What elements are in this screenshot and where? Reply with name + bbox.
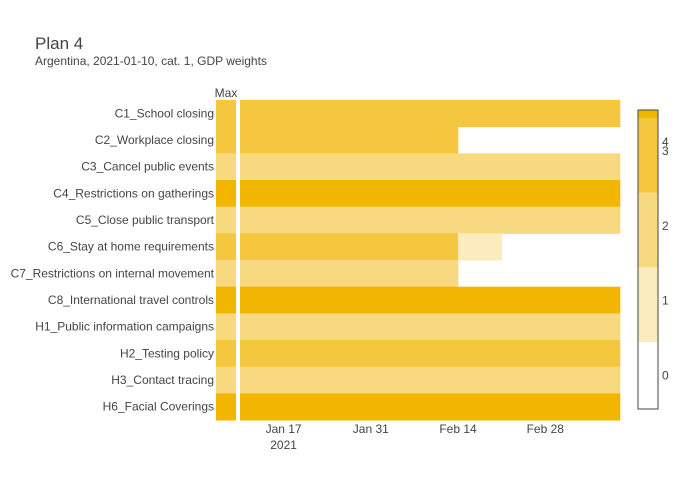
max-cell: [216, 126, 236, 154]
heatmap-cell: [240, 206, 621, 234]
max-cell: [216, 206, 236, 234]
x-tick-label: Jan 17: [266, 422, 302, 436]
heatmap-cell: [240, 126, 459, 154]
colorbar-tick-label: 0: [662, 368, 669, 382]
x-axis: Jan 17 Jan 31 Feb 14 Feb 28 2021: [266, 422, 565, 452]
row-label: C7_Restrictions on internal movement: [11, 266, 215, 280]
heatmap-cell: [240, 393, 621, 421]
row-label: C4_Restrictions on gatherings: [53, 186, 214, 200]
x-tick-label: Feb 14: [439, 422, 477, 436]
max-cell: [216, 340, 236, 368]
colorbar-band: [638, 192, 658, 268]
max-cell: [216, 286, 236, 314]
row-label: C1_School closing: [115, 106, 214, 120]
x-tick-label: Jan 31: [353, 422, 389, 436]
row-label: C8_International travel controls: [48, 293, 214, 307]
row-labels: C1_School closing C2_Workplace closing C3_…: [11, 106, 215, 413]
row-label: H3_Contact tracing: [111, 373, 214, 387]
max-column-label: Max: [215, 86, 238, 100]
heatmap-cell: [240, 260, 459, 288]
chart-title: Plan 4: [35, 34, 84, 53]
colorbar-tick-label: 4: [662, 135, 669, 149]
x-year-label: 2021: [270, 438, 297, 452]
heatmap-cell: [240, 180, 621, 208]
heatmap-cell: [240, 233, 459, 261]
heatmap-cell: [458, 233, 502, 261]
row-label: C5_Close public transport: [76, 213, 215, 227]
max-cell: [216, 180, 236, 208]
x-tick-label: Feb 28: [527, 422, 565, 436]
max-cell: [216, 260, 236, 288]
row-label: C3_Cancel public events: [81, 160, 214, 174]
colorbar-band: [638, 117, 658, 193]
heatmap-cell: [240, 286, 621, 314]
colorbar-band: [638, 266, 658, 343]
max-column: Max: [215, 86, 238, 421]
heatmap-cell: [240, 153, 621, 181]
colorbar-tick-label: 2: [662, 219, 669, 233]
max-cell: [216, 153, 236, 181]
max-cell: [216, 366, 236, 394]
row-label: C2_Workplace closing: [95, 133, 214, 147]
max-cell: [216, 313, 236, 341]
chart-subtitle: Argentina, 2021-01-10, cat. 1, GDP weigh…: [35, 54, 267, 68]
colorbar-band: [638, 341, 658, 410]
row-label: H6_Facial Coverings: [103, 400, 214, 414]
row-label: H1_Public information campaigns: [35, 320, 214, 334]
heatmap-cell: [240, 340, 621, 368]
colorbar-tick-label: 1: [662, 294, 669, 308]
heatmap-cell: [240, 100, 621, 128]
colorbar-tick-label: 3: [662, 144, 669, 158]
colorbar-band: [638, 110, 658, 118]
max-cell: [216, 100, 236, 128]
heatmap-cell: [240, 366, 621, 394]
heatmap-cells: [240, 100, 621, 421]
heatmap-cell: [240, 313, 621, 341]
colorbar-outline: [637, 109, 659, 410]
row-label: C6_Stay at home requirements: [48, 240, 214, 254]
max-cell: [216, 393, 236, 421]
max-cell: [216, 233, 236, 261]
row-label: H2_Testing policy: [120, 346, 214, 360]
colorbar: 0 1 2 34: [637, 109, 669, 410]
